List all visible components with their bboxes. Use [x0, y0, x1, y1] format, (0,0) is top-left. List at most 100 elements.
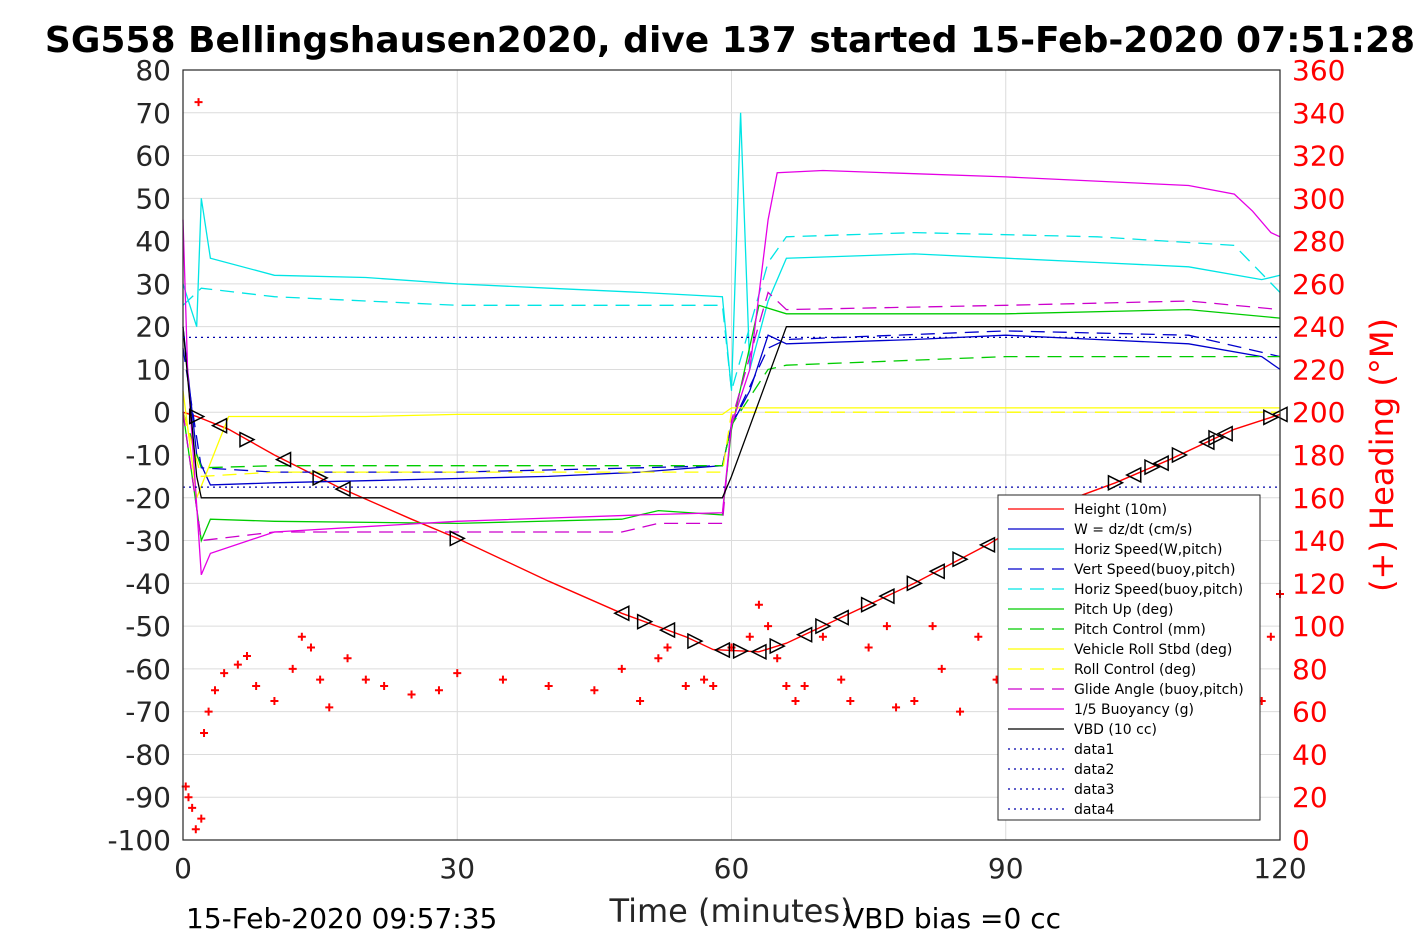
plot-frame: [182, 69, 1281, 841]
heading-point: [754, 600, 763, 609]
heading-point: [343, 654, 352, 663]
heading-point: [380, 682, 389, 690]
heading-point: [956, 707, 965, 716]
legend-label: Pitch Control (mm): [1074, 622, 1206, 638]
right-axis-label: (+) Heading (°M): [1363, 318, 1401, 592]
series-line-hspeed_w: [182, 112, 1281, 391]
heading-point: [1266, 632, 1275, 641]
axes: 0 30 60 90 12080706050403020100-10-20-30-40-…: [107, 54, 1345, 885]
legend: Height (10m) W = dz/dt (cm/s) Horiz Speed(…: [997, 494, 1261, 821]
y-tick-label: 60: [135, 140, 171, 173]
height-marker: [1263, 409, 1280, 426]
heading-point: [252, 682, 261, 690]
y-tick-label: -40: [125, 567, 171, 600]
y-right-tick-label: 360: [1292, 54, 1345, 87]
heading-point: [764, 622, 773, 631]
heading-point: [773, 654, 782, 663]
x-axis-label: Time (minutes): [609, 892, 853, 930]
height-marker: [713, 641, 731, 659]
heading-point: [297, 632, 306, 641]
y-tick-label: -20: [125, 482, 171, 515]
height-marker: [1216, 425, 1233, 442]
legend-label: data4: [1074, 802, 1115, 818]
legend-label: 1/5 Buoyancy (g): [1074, 702, 1194, 718]
height-marker: [1144, 458, 1161, 476]
heading-point: [791, 696, 800, 705]
y-tick-label: 0: [153, 396, 171, 429]
heading-point: [882, 622, 891, 631]
heading-point: [191, 825, 200, 834]
height-marker: [952, 551, 969, 568]
heading-point: [892, 703, 901, 712]
legend-label: data2: [1074, 762, 1114, 778]
heading-point: [498, 675, 507, 684]
y-right-tick-label: 160: [1292, 482, 1345, 515]
y-tick-label: -10: [125, 439, 171, 472]
series-line-pitch: [182, 304, 1281, 544]
height-marker: [312, 469, 329, 487]
series-line-hspeed_buoy: [182, 231, 1281, 391]
heading-point: [184, 793, 193, 802]
y-right-tick-label: 80: [1292, 653, 1328, 686]
y-tick-label: 70: [135, 97, 171, 130]
chart-title: SG558 Bellingshausen2020, dive 137 start…: [45, 20, 1415, 61]
heading-point: [663, 643, 672, 652]
footer-vbd-bias: VBD bias =0 cc: [845, 902, 1061, 935]
height-marker: [732, 642, 750, 660]
data-layer: [181, 98, 1288, 834]
height-marker: [928, 563, 945, 580]
y-right-tick-label: 0: [1292, 824, 1310, 857]
height-marker: [832, 609, 849, 626]
legend-label: Roll Control (deg): [1074, 662, 1196, 678]
y-right-tick-label: 20: [1292, 781, 1328, 814]
y-right-tick-label: 340: [1292, 97, 1345, 130]
footer-date: 15-Feb-2020 09:57:35: [186, 902, 497, 935]
heading-point: [910, 696, 919, 705]
heading-point: [188, 803, 197, 812]
height-marker: [188, 408, 206, 425]
series-line-roll_ctrl: [182, 411, 1280, 478]
heading-point: [453, 669, 462, 678]
heading-point: [700, 675, 709, 684]
x-tick-label: 90: [988, 852, 1024, 885]
heading-point: [745, 632, 754, 641]
height-marker: [878, 587, 895, 605]
series-line-height: [182, 411, 1281, 653]
legend-label: Vert Speed(buoy,pitch): [1074, 562, 1236, 578]
height-marker: [687, 632, 704, 650]
y-tick-label: -90: [125, 781, 171, 814]
legend-label: Horiz Speed(W,pitch): [1074, 542, 1222, 558]
y-tick-label: 20: [135, 311, 171, 344]
y-right-tick-label: 240: [1292, 311, 1345, 344]
height-marker: [1125, 466, 1142, 484]
height-marker: [334, 480, 351, 498]
height-marker: [239, 431, 256, 448]
heading-point: [306, 643, 315, 652]
heading-point: [210, 686, 219, 695]
y-right-tick-label: 180: [1292, 439, 1345, 472]
heading-point: [590, 686, 599, 695]
legend-label: data1: [1074, 742, 1114, 758]
heading-point: [288, 664, 297, 673]
y-tick-label: -70: [125, 696, 171, 729]
height-marker: [658, 621, 676, 639]
y-tick-label: 80: [135, 54, 171, 87]
heading-point: [544, 682, 553, 690]
y-tick-label: 10: [135, 353, 171, 386]
legend-label: Horiz Speed(buoy,pitch): [1074, 582, 1243, 598]
y-right-tick-label: 200: [1292, 396, 1345, 429]
height-marker: [860, 596, 878, 613]
y-right-tick-label: 40: [1292, 738, 1328, 771]
height-marker: [1208, 429, 1225, 447]
legend-label: Height (10m): [1074, 502, 1167, 518]
y-right-tick-label: 140: [1292, 525, 1345, 558]
series-line-vbd: [182, 326, 1280, 499]
heading-point: [325, 703, 334, 712]
y-right-tick-label: 120: [1292, 567, 1345, 600]
height-marker: [449, 530, 466, 547]
heading-point: [617, 664, 626, 673]
heading-point: [800, 682, 809, 690]
heading-point: [361, 675, 370, 684]
heading-point: [194, 98, 203, 107]
x-tick-label: 60: [714, 852, 750, 885]
